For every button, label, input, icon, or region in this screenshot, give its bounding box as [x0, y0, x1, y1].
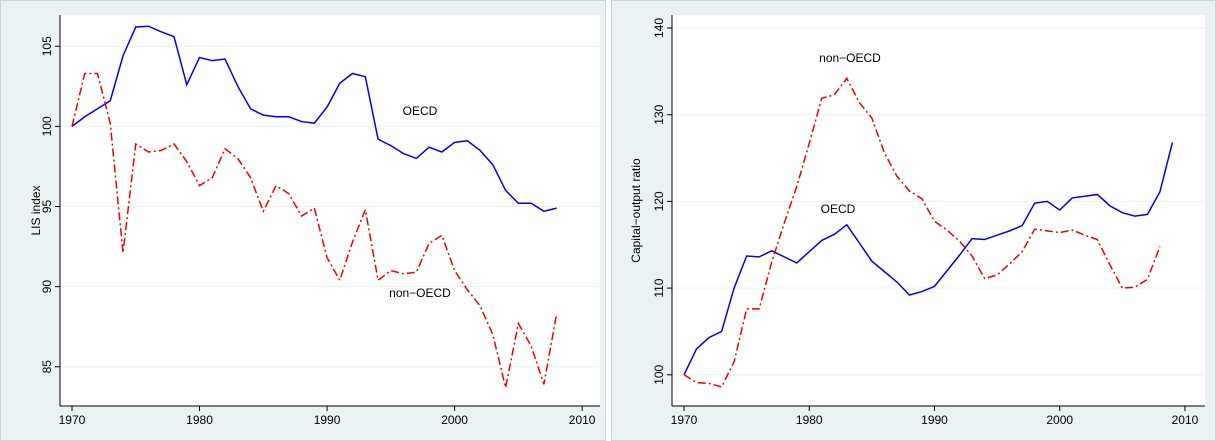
x-tick-label: 2000 [1046, 413, 1073, 427]
x-tick-label: 2000 [441, 413, 468, 427]
x-tick-label: 1990 [314, 413, 341, 427]
annotation: OECD [403, 104, 438, 118]
x-tick-label: 1980 [186, 413, 213, 427]
data-line [71, 25, 557, 213]
x-tick-label: 1970 [59, 413, 86, 427]
plot-area [672, 15, 1205, 406]
y-tick-label: 100 [652, 364, 666, 384]
y-tick-label: 95 [40, 199, 54, 213]
y-tick-label: 105 [40, 36, 54, 56]
y-tick-label: 130 [652, 104, 666, 124]
y-tick-label: 85 [40, 360, 54, 374]
annotation: non−OECD [819, 51, 881, 65]
y-tick-label: 140 [652, 18, 666, 38]
y-axis-label: Capital−output ratio [629, 158, 643, 263]
x-tick-label: 1970 [671, 413, 698, 427]
y-axis-label: LIS index [29, 185, 43, 235]
annotation: non−OECD [389, 286, 451, 300]
y-tick-label: 100 [40, 116, 54, 136]
y-tick-label: 120 [652, 191, 666, 211]
annotation: OECD [821, 202, 856, 216]
y-tick-label: 110 [652, 278, 666, 297]
data-line [71, 72, 558, 388]
data-line [683, 142, 1174, 376]
x-tick-label: 1990 [921, 413, 948, 427]
x-tick-label: 1980 [796, 413, 823, 427]
y-tick-label: 90 [40, 280, 54, 294]
x-tick-label: 2010 [1172, 413, 1199, 427]
x-tick-label: 2010 [569, 413, 596, 427]
data-line [683, 76, 1161, 388]
plot-area [60, 15, 600, 406]
